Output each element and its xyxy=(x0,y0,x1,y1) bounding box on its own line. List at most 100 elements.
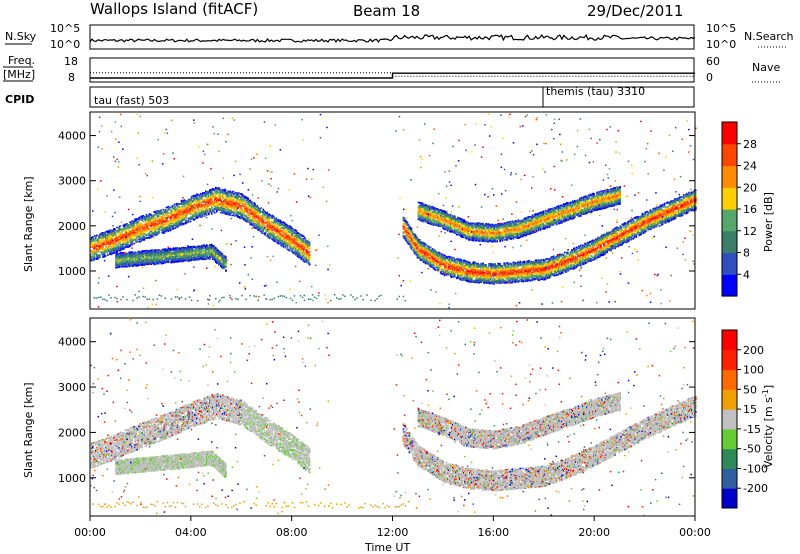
power-cell xyxy=(192,213,194,215)
freq-label-line1: Freq. xyxy=(8,54,35,67)
power-cell xyxy=(116,227,118,229)
power-cell xyxy=(115,232,117,234)
power-cell xyxy=(149,228,151,230)
power-cell xyxy=(231,210,233,212)
power-cell xyxy=(223,196,225,198)
power-cell xyxy=(173,228,175,230)
power-cell xyxy=(105,246,107,248)
power-cell xyxy=(163,218,165,220)
noise-right-tick-high: 10^5 xyxy=(706,22,736,35)
power-cell xyxy=(180,209,182,211)
power-cell xyxy=(206,195,208,197)
power-cell xyxy=(209,204,211,206)
power-cell xyxy=(218,187,220,189)
power-cell xyxy=(111,237,113,239)
power-cell xyxy=(171,216,173,218)
power-cell xyxy=(106,243,108,245)
power-cell xyxy=(186,220,188,222)
power-cell xyxy=(146,217,148,219)
power-cell xyxy=(204,215,206,217)
power-cell xyxy=(191,197,193,199)
power-cell xyxy=(154,215,156,217)
cpid-segment-2-label: themis (tau) 3310 xyxy=(546,85,645,98)
power-cell xyxy=(104,253,106,255)
power-cell xyxy=(151,214,153,216)
power-cell xyxy=(132,240,134,242)
power-cell xyxy=(119,225,121,227)
power-cell xyxy=(102,239,104,241)
power-cell xyxy=(225,190,227,192)
power-cell xyxy=(172,205,174,207)
power-cell xyxy=(211,191,213,193)
power-cell xyxy=(114,229,116,231)
freq-label-line2: [MHz] xyxy=(3,68,35,81)
power-cell xyxy=(107,254,109,256)
date-title: 29/Dec/2011 xyxy=(587,2,683,20)
power-cell xyxy=(123,243,125,245)
power-cell xyxy=(212,208,214,210)
power-cell xyxy=(139,219,141,221)
power-cell xyxy=(105,255,107,257)
power-cell xyxy=(165,210,167,212)
power-cell xyxy=(96,252,98,254)
power-cell xyxy=(170,229,172,231)
nsky-label: N.Sky xyxy=(5,30,37,43)
power-cell xyxy=(94,256,96,258)
power-cell xyxy=(164,224,166,226)
power-cell xyxy=(159,229,161,231)
power-data-layer xyxy=(90,114,697,309)
power-cell xyxy=(185,210,187,212)
power-cell xyxy=(96,235,98,237)
power-cell xyxy=(133,237,135,239)
power-cell xyxy=(167,211,169,213)
power-cell xyxy=(118,231,120,233)
power-cell xyxy=(158,225,160,227)
power-cell xyxy=(92,243,94,245)
power-cell xyxy=(94,257,96,259)
power-cell xyxy=(100,239,102,241)
power-cell xyxy=(152,220,154,222)
power-cell xyxy=(169,216,171,218)
power-cell xyxy=(148,223,150,225)
power-cell xyxy=(118,239,120,241)
power-cell xyxy=(211,199,213,201)
power-cell xyxy=(157,221,159,223)
power-cell xyxy=(172,210,174,212)
power-cell xyxy=(184,218,186,220)
power-cell xyxy=(145,220,147,222)
power-cell xyxy=(125,232,127,234)
power-cell xyxy=(214,204,216,206)
power-cell xyxy=(129,245,131,247)
power-cell xyxy=(117,244,119,246)
power-cell xyxy=(228,209,230,211)
freq-left-tick-high: 18 xyxy=(64,55,78,68)
power-cell xyxy=(206,214,208,216)
power-cell xyxy=(153,236,155,238)
power-cell xyxy=(163,209,165,211)
noise-left-tick-low: 10^0 xyxy=(50,38,80,51)
superdarn-rti-figure: Wallops Island (fitACF) Beam 18 29/Dec/2… xyxy=(0,0,800,554)
power-cell xyxy=(207,207,209,209)
power-cell xyxy=(147,231,149,233)
power-cell xyxy=(211,213,213,215)
cpid-segment-1-label: tau (fast) 503 xyxy=(94,94,169,107)
power-cell xyxy=(161,209,163,211)
cpid-label: CPID xyxy=(5,93,34,106)
power-cell xyxy=(201,198,203,200)
power-cell xyxy=(174,203,176,205)
freq-right-tick-low: 0 xyxy=(706,71,713,84)
power-cell xyxy=(220,212,222,214)
power-cell xyxy=(194,219,196,221)
beam-title: Beam 18 xyxy=(353,2,420,20)
power-cell xyxy=(155,225,157,227)
power-cell xyxy=(112,240,114,242)
power-cell xyxy=(187,209,189,211)
power-cell xyxy=(198,209,200,211)
station-title: Wallops Island (fitACF) xyxy=(90,0,258,18)
power-cell xyxy=(199,205,201,207)
power-cell xyxy=(186,217,188,219)
power-cell xyxy=(120,229,122,231)
power-cell xyxy=(135,238,137,240)
power-cell xyxy=(182,206,184,208)
power-cell xyxy=(126,239,128,241)
